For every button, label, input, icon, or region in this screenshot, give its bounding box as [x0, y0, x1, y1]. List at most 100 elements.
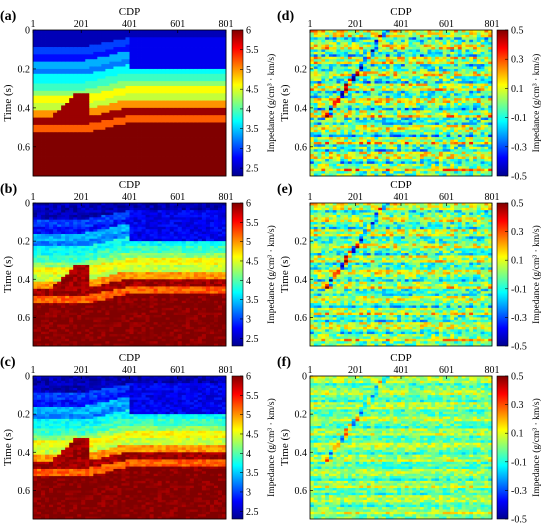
heatmap-cell — [33, 250, 38, 254]
heatmap-cell — [85, 151, 90, 155]
heatmap-cell — [65, 151, 70, 155]
heatmap-cell — [197, 117, 203, 121]
heatmap-cell — [53, 295, 58, 299]
heatmap-cell — [93, 105, 98, 109]
heatmap-cell — [169, 107, 175, 111]
heatmap-cell — [105, 315, 110, 318]
heatmap-cell — [141, 110, 146, 114]
heatmap-cell — [33, 151, 38, 155]
heatmap-cell — [61, 37, 66, 41]
heatmap-cell — [165, 248, 171, 252]
heatmap-cell — [57, 78, 62, 82]
heatmap-cell — [165, 107, 171, 111]
heatmap-cell — [197, 120, 203, 123]
heatmap-cell — [137, 171, 142, 174]
heatmap-cell — [37, 222, 42, 225]
heatmap-cell — [121, 42, 126, 45]
heatmap-cell — [217, 127, 223, 131]
heatmap-cell — [185, 173, 191, 177]
heatmap-cell — [85, 319, 90, 323]
heatmap-cell — [201, 122, 207, 126]
heatmap-cell — [221, 151, 227, 155]
heatmap-cell — [161, 68, 167, 72]
heatmap-cell — [85, 274, 90, 278]
heatmap-cell — [213, 93, 219, 97]
heatmap-cell — [85, 173, 90, 177]
heatmap-cell — [113, 274, 118, 278]
heatmap-cell — [73, 141, 78, 145]
heatmap-cell — [69, 245, 74, 249]
heatmap-cell — [121, 95, 126, 99]
heatmap-cell — [109, 329, 114, 333]
heatmap-cell — [93, 107, 98, 111]
heatmap-cell — [33, 319, 38, 323]
heatmap-cell — [145, 217, 150, 221]
heatmap-cell — [149, 110, 155, 114]
heatmap-cell — [173, 66, 179, 70]
heatmap-cell — [161, 120, 167, 123]
heatmap-cell — [109, 73, 114, 77]
heatmap-cell — [85, 253, 90, 256]
heatmap-cell — [145, 61, 150, 65]
heatmap-cell — [181, 105, 187, 109]
heatmap-cell — [105, 32, 110, 36]
heatmap-cell — [125, 51, 130, 55]
heatmap-cell — [57, 110, 62, 114]
heatmap-cell — [133, 124, 138, 128]
heatmap-cell — [133, 146, 138, 150]
heatmap-cell — [41, 64, 46, 67]
heatmap-cell — [49, 81, 54, 84]
heatmap-cell — [113, 341, 118, 345]
heatmap-cell — [105, 100, 110, 104]
heatmap-cell — [101, 267, 106, 271]
heatmap-cell — [137, 207, 142, 211]
heatmap-cell — [61, 331, 66, 335]
heatmap-cell — [53, 281, 58, 285]
heatmap-cell — [65, 307, 70, 311]
heatmap-cell — [97, 288, 102, 292]
heatmap-cell — [45, 307, 50, 311]
heatmap-cell — [57, 214, 62, 218]
heatmap-cell — [81, 214, 86, 218]
heatmap-cell — [53, 343, 58, 347]
heatmap-cell — [145, 212, 150, 216]
heatmap-cell — [89, 64, 94, 67]
heatmap-cell — [113, 245, 118, 249]
heatmap-cell — [69, 224, 74, 228]
heatmap-cell — [33, 129, 38, 133]
heatmap-cell — [113, 107, 118, 111]
heatmap-cell — [97, 243, 102, 247]
heatmap-cell — [133, 267, 138, 271]
heatmap-cell — [57, 30, 62, 33]
heatmap-cell — [157, 293, 163, 297]
heatmap-cell — [45, 151, 50, 155]
heatmap-cell — [77, 129, 82, 133]
heatmap-cell — [181, 30, 187, 33]
heatmap-cell — [157, 66, 163, 70]
heatmap-cell — [49, 324, 54, 328]
heatmap-cell — [205, 171, 211, 174]
heatmap-cell — [145, 76, 150, 80]
heatmap-cell — [53, 95, 58, 99]
heatmap-cell — [145, 233, 150, 237]
heatmap-cell — [125, 132, 130, 136]
heatmap-cell — [213, 64, 219, 67]
heatmap-cell — [113, 88, 118, 92]
heatmap-cell — [53, 222, 58, 225]
heatmap-cell — [81, 117, 86, 121]
heatmap-cell — [161, 134, 167, 138]
heatmap-cell — [61, 105, 66, 109]
heatmap-cell — [193, 120, 199, 123]
heatmap-cell — [61, 95, 66, 99]
heatmap-cell — [101, 90, 106, 94]
heatmap-cell — [129, 219, 134, 223]
heatmap-cell — [101, 329, 106, 333]
heatmap-cell — [53, 293, 58, 297]
heatmap-cell — [57, 154, 62, 157]
heatmap-cell — [105, 54, 110, 58]
heatmap-cell — [45, 210, 50, 213]
heatmap-cell — [109, 117, 114, 121]
heatmap-cell — [45, 231, 50, 235]
heatmap-cell — [33, 98, 38, 101]
heatmap-cell — [117, 329, 122, 333]
